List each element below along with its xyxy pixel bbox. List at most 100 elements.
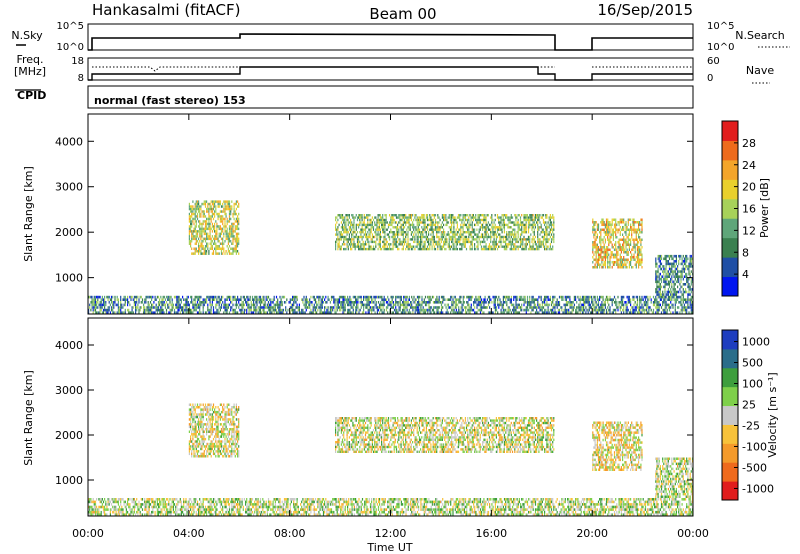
heatmap-cell (537, 301, 539, 304)
heatmap-cell (203, 210, 205, 213)
heatmap-cell (558, 303, 561, 307)
heatmap-cell (395, 221, 398, 224)
heatmap-cell (655, 311, 657, 314)
heatmap-cell (245, 298, 247, 301)
heatmap-cell (238, 222, 240, 226)
heatmap-cell (127, 301, 129, 304)
heatmap-cell (607, 251, 609, 254)
heatmap-cell (605, 221, 608, 224)
heatmap-cell (408, 245, 410, 248)
heatmap-cell (516, 221, 518, 224)
heatmap-cell (208, 311, 210, 314)
heatmap-cell (632, 298, 634, 301)
heatmap-cell (463, 231, 465, 234)
heatmap-cell (228, 215, 231, 218)
heatmap-cell (584, 308, 586, 312)
heatmap-cell (367, 226, 369, 229)
heatmap-cell (343, 301, 345, 304)
noise-low-left: 10^0 (57, 42, 84, 53)
heatmap-cell (532, 221, 534, 224)
heatmap-cell (507, 298, 509, 301)
heatmap-cell (446, 308, 448, 312)
heatmap-cell (135, 301, 137, 304)
heatmap-cell (526, 214, 528, 217)
heatmap-cell (438, 226, 440, 229)
heatmap-cell (518, 226, 520, 229)
heatmap-cell (453, 308, 455, 312)
heatmap-cell (320, 308, 322, 312)
heatmap-cell (484, 245, 486, 248)
heatmap-cell (375, 245, 377, 248)
heatmap-cell (596, 266, 598, 269)
heatmap-cell (292, 303, 294, 307)
heatmap-cell (148, 306, 150, 309)
freq-low-tick: 8 (78, 73, 84, 84)
heatmap-cell (287, 308, 289, 312)
heatmap-cell (193, 230, 195, 233)
heatmap-cell (204, 230, 207, 233)
heatmap-cell (198, 200, 200, 203)
heatmap-cell (219, 247, 221, 250)
heatmap-cell (377, 308, 380, 312)
heatmap-cell (500, 308, 502, 312)
heatmap-cell (514, 233, 516, 236)
heatmap-cell (272, 308, 274, 312)
heatmap-cell (515, 308, 517, 312)
heatmap-cell (531, 226, 533, 229)
heatmap-cell (632, 306, 634, 309)
heatmap-cell (597, 246, 600, 249)
heatmap-cell (449, 214, 452, 217)
heatmap-cell (200, 212, 202, 216)
heatmap-cell (487, 228, 489, 231)
heatmap-cell (227, 303, 229, 307)
heatmap-cell (643, 301, 645, 304)
heatmap-cell (379, 240, 381, 244)
heatmap-cell (674, 298, 676, 301)
heatmap-cell (352, 214, 354, 217)
heatmap-cell (586, 308, 588, 312)
heatmap-cell (379, 228, 381, 231)
heatmap-cell (186, 308, 188, 312)
heatmap-cell (357, 301, 359, 304)
heatmap-cell (668, 298, 671, 301)
heatmap-cell (222, 220, 224, 223)
heatmap-cell (532, 301, 534, 304)
heatmap-cell (188, 240, 190, 243)
heatmap-cell (192, 230, 194, 233)
heatmap-cell (485, 221, 487, 224)
heatmap-cell (622, 298, 624, 301)
heatmap-cell (505, 240, 507, 244)
heatmap-cell (425, 214, 427, 217)
heatmap-cell (112, 311, 114, 314)
heatmap-cell (176, 306, 178, 309)
heatmap-cell (143, 306, 145, 309)
heatmap-cell (547, 226, 549, 229)
heatmap-cell (670, 295, 672, 299)
heatmap-cell (325, 295, 327, 299)
heatmap-cell (191, 230, 193, 233)
heatmap-cell (358, 243, 360, 246)
heatmap-cell (225, 303, 227, 307)
heatmap-cell (204, 245, 207, 248)
heatmap-cell (214, 311, 216, 314)
heatmap-cell (190, 225, 192, 228)
heatmap-cell (101, 295, 103, 299)
heatmap-cell (147, 308, 149, 312)
heatmap-cell (204, 252, 207, 255)
heatmap-cell (94, 295, 97, 299)
heatmap-cell (395, 226, 398, 229)
heatmap-cell (540, 243, 542, 246)
heatmap-cell (246, 295, 248, 299)
heatmap-cell (220, 220, 223, 223)
heatmap-cell (402, 308, 404, 312)
heatmap-cell (639, 298, 641, 301)
heatmap-cell (533, 247, 535, 251)
heatmap-cell (659, 295, 661, 299)
heatmap-cell (193, 217, 195, 221)
heatmap-cell (96, 306, 98, 309)
heatmap-cell (294, 311, 296, 314)
heatmap-cell (231, 252, 233, 255)
heatmap-cell (356, 245, 359, 248)
heatmap-cell (421, 226, 423, 229)
heatmap-cell (275, 308, 278, 312)
